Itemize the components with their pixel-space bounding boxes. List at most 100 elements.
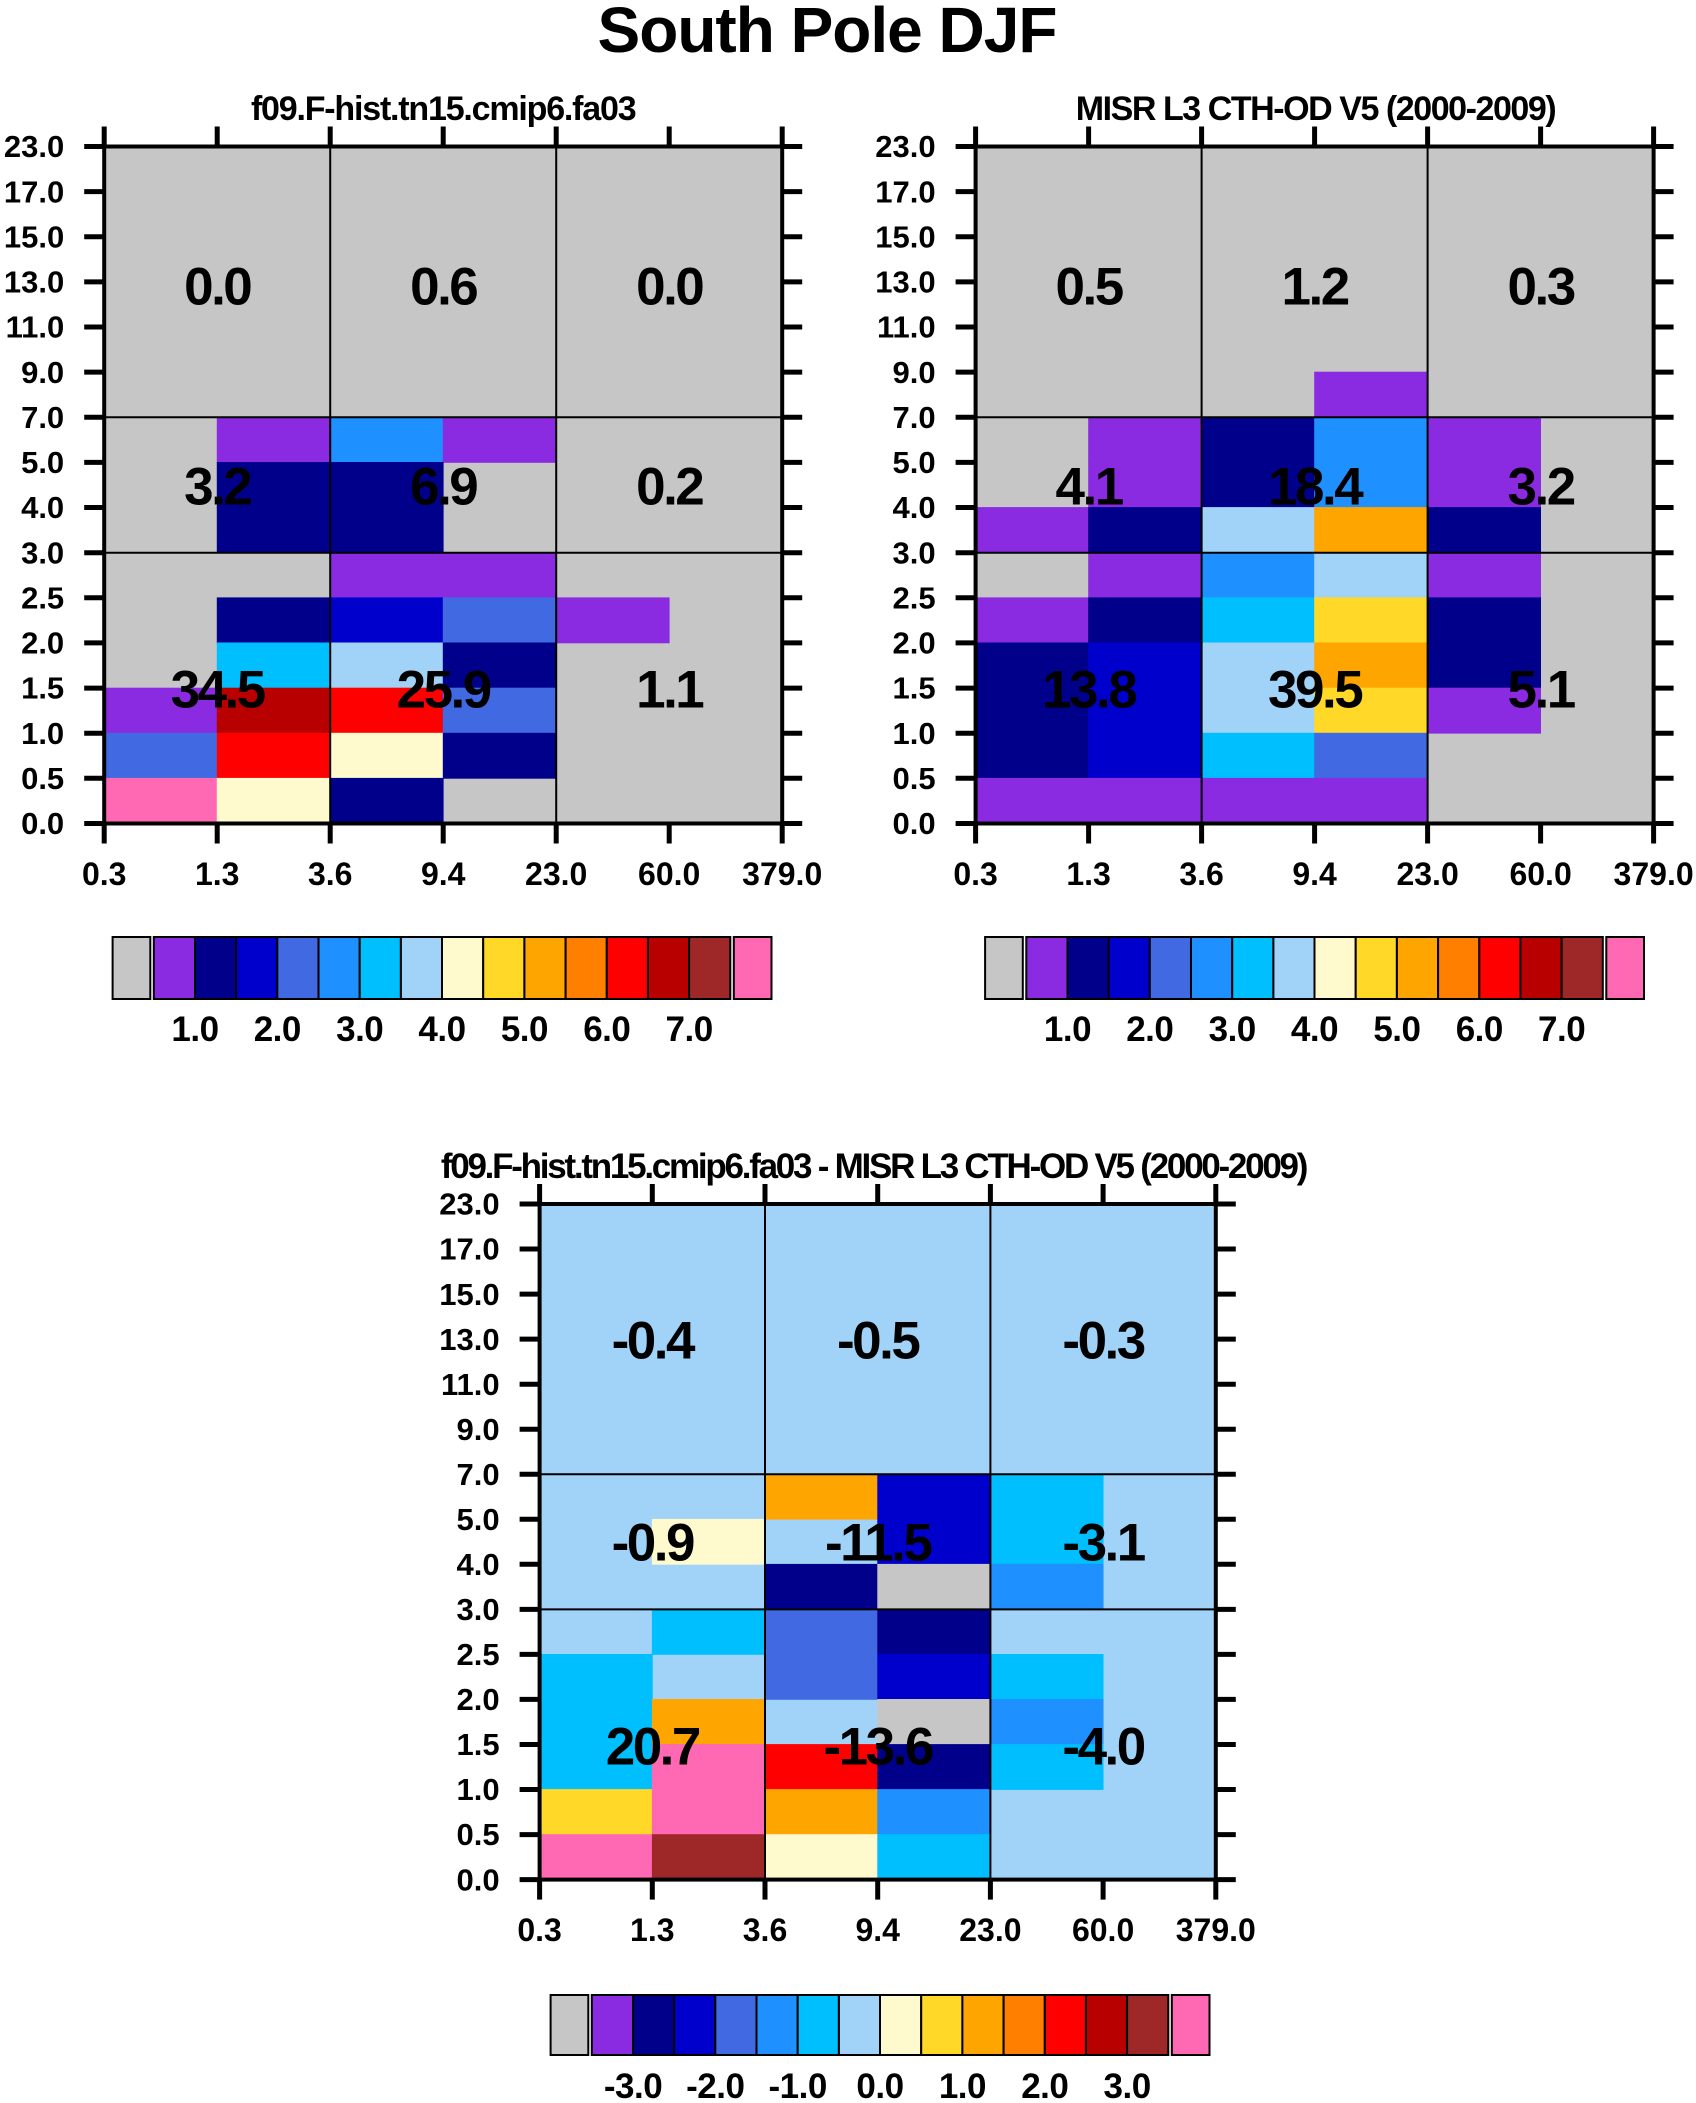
svg-text:13.8: 13.8	[1042, 660, 1136, 719]
svg-text:18.4: 18.4	[1268, 457, 1364, 516]
svg-text:4.0: 4.0	[456, 1547, 499, 1582]
svg-text:4.0: 4.0	[21, 490, 64, 525]
svg-text:3.0: 3.0	[1104, 2067, 1151, 2103]
svg-text:13.0: 13.0	[439, 1322, 499, 1357]
svg-text:1.0: 1.0	[939, 2067, 986, 2103]
svg-text:9.0: 9.0	[21, 355, 64, 390]
svg-text:3.0: 3.0	[336, 1010, 383, 1049]
svg-text:2.0: 2.0	[21, 626, 64, 661]
svg-text:3.6: 3.6	[743, 1912, 787, 1948]
svg-text:9.4: 9.4	[855, 1912, 900, 1948]
svg-text:34.5: 34.5	[171, 660, 265, 719]
svg-text:379.0: 379.0	[742, 856, 822, 892]
svg-text:5.1: 5.1	[1508, 660, 1575, 719]
svg-text:23.0: 23.0	[439, 1187, 499, 1222]
svg-text:1.5: 1.5	[21, 671, 64, 706]
svg-text:3.0: 3.0	[21, 535, 64, 570]
svg-text:1.2: 1.2	[1282, 257, 1349, 316]
svg-text:3.0: 3.0	[1209, 1010, 1256, 1049]
svg-text:13.0: 13.0	[875, 265, 935, 300]
svg-text:6.0: 6.0	[1456, 1010, 1503, 1049]
svg-text:0.5: 0.5	[892, 761, 935, 796]
svg-text:-0.9: -0.9	[612, 1513, 694, 1572]
svg-text:3.6: 3.6	[308, 856, 352, 892]
svg-text:2.0: 2.0	[456, 1682, 499, 1717]
svg-text:0.5: 0.5	[456, 1817, 499, 1852]
svg-text:7.0: 7.0	[1538, 1010, 1585, 1049]
svg-text:379.0: 379.0	[1614, 856, 1694, 892]
svg-text:20.7: 20.7	[606, 1717, 700, 1776]
svg-text:17.0: 17.0	[4, 174, 64, 209]
svg-text:-3.1: -3.1	[1062, 1513, 1144, 1572]
svg-text:7.0: 7.0	[666, 1010, 713, 1049]
svg-text:17.0: 17.0	[439, 1232, 499, 1267]
svg-text:-0.4: -0.4	[612, 1311, 696, 1370]
svg-text:7.0: 7.0	[456, 1457, 499, 1492]
svg-text:1.3: 1.3	[630, 1912, 674, 1948]
svg-text:2.5: 2.5	[21, 581, 64, 616]
svg-text:25.9: 25.9	[397, 660, 491, 719]
svg-text:f09.F-hist.tn15.cmip6.fa03: f09.F-hist.tn15.cmip6.fa03	[251, 90, 636, 128]
svg-text:3.2: 3.2	[184, 457, 251, 516]
svg-text:-0.3: -0.3	[1062, 1311, 1144, 1370]
svg-text:2.0: 2.0	[1021, 2067, 1068, 2103]
svg-text:11.0: 11.0	[6, 310, 65, 345]
svg-text:0.0: 0.0	[21, 806, 64, 841]
svg-text:23.0: 23.0	[959, 1912, 1021, 1948]
svg-text:6.9: 6.9	[410, 457, 477, 516]
svg-text:2.0: 2.0	[892, 626, 935, 661]
svg-text:9.4: 9.4	[421, 856, 466, 892]
svg-text:2.5: 2.5	[892, 581, 935, 616]
svg-text:5.0: 5.0	[892, 445, 935, 480]
svg-text:1.0: 1.0	[171, 1010, 218, 1049]
svg-text:0.6: 0.6	[410, 257, 477, 316]
svg-text:0.3: 0.3	[1508, 257, 1575, 316]
svg-text:15.0: 15.0	[875, 219, 935, 254]
svg-text:1.3: 1.3	[195, 856, 239, 892]
svg-text:23.0: 23.0	[1396, 856, 1458, 892]
svg-text:9.0: 9.0	[892, 355, 935, 390]
svg-text:23.0: 23.0	[525, 856, 587, 892]
svg-text:23.0: 23.0	[875, 129, 935, 164]
svg-text:11.0: 11.0	[441, 1367, 500, 1402]
svg-text:5.0: 5.0	[456, 1502, 499, 1537]
svg-text:5.0: 5.0	[501, 1010, 548, 1049]
svg-text:7.0: 7.0	[892, 400, 935, 435]
svg-text:60.0: 60.0	[638, 856, 700, 892]
svg-text:0.0: 0.0	[184, 257, 251, 316]
svg-text:South Pole DJF: South Pole DJF	[598, 0, 1057, 66]
svg-text:2.0: 2.0	[254, 1010, 301, 1049]
svg-text:379.0: 379.0	[1176, 1912, 1256, 1948]
svg-text:0.0: 0.0	[636, 257, 703, 316]
svg-text:4.0: 4.0	[418, 1010, 465, 1049]
svg-text:3.6: 3.6	[1179, 856, 1223, 892]
svg-text:0.3: 0.3	[953, 856, 997, 892]
svg-text:60.0: 60.0	[1509, 856, 1571, 892]
svg-text:0.3: 0.3	[517, 1912, 561, 1948]
svg-text:3.2: 3.2	[1508, 457, 1575, 516]
svg-text:9.4: 9.4	[1292, 856, 1337, 892]
svg-text:1.1: 1.1	[636, 660, 703, 719]
svg-text:0.5: 0.5	[21, 761, 64, 796]
svg-text:23.0: 23.0	[4, 129, 64, 164]
svg-text:13.0: 13.0	[4, 265, 64, 300]
svg-text:15.0: 15.0	[439, 1277, 499, 1312]
svg-text:2.0: 2.0	[1126, 1010, 1173, 1049]
svg-text:-4.0: -4.0	[1062, 1717, 1144, 1776]
svg-text:39.5: 39.5	[1268, 660, 1362, 719]
svg-text:-3.0: -3.0	[604, 2067, 662, 2103]
svg-text:2.5: 2.5	[456, 1637, 499, 1672]
svg-text:60.0: 60.0	[1072, 1912, 1134, 1948]
svg-text:1.0: 1.0	[1044, 1010, 1091, 1049]
svg-text:0.2: 0.2	[636, 457, 703, 516]
svg-text:0.3: 0.3	[82, 856, 126, 892]
svg-text:-13.6: -13.6	[824, 1717, 933, 1776]
svg-text:-0.5: -0.5	[837, 1311, 919, 1370]
svg-text:1.0: 1.0	[892, 716, 935, 751]
svg-text:1.5: 1.5	[456, 1727, 499, 1762]
svg-text:MISR L3 CTH-OD V5 (2000-2009): MISR L3 CTH-OD V5 (2000-2009)	[1076, 90, 1556, 128]
svg-text:5.0: 5.0	[1373, 1010, 1420, 1049]
svg-text:0.0: 0.0	[892, 806, 935, 841]
svg-text:-1.0: -1.0	[769, 2067, 827, 2103]
svg-text:4.0: 4.0	[892, 490, 935, 525]
